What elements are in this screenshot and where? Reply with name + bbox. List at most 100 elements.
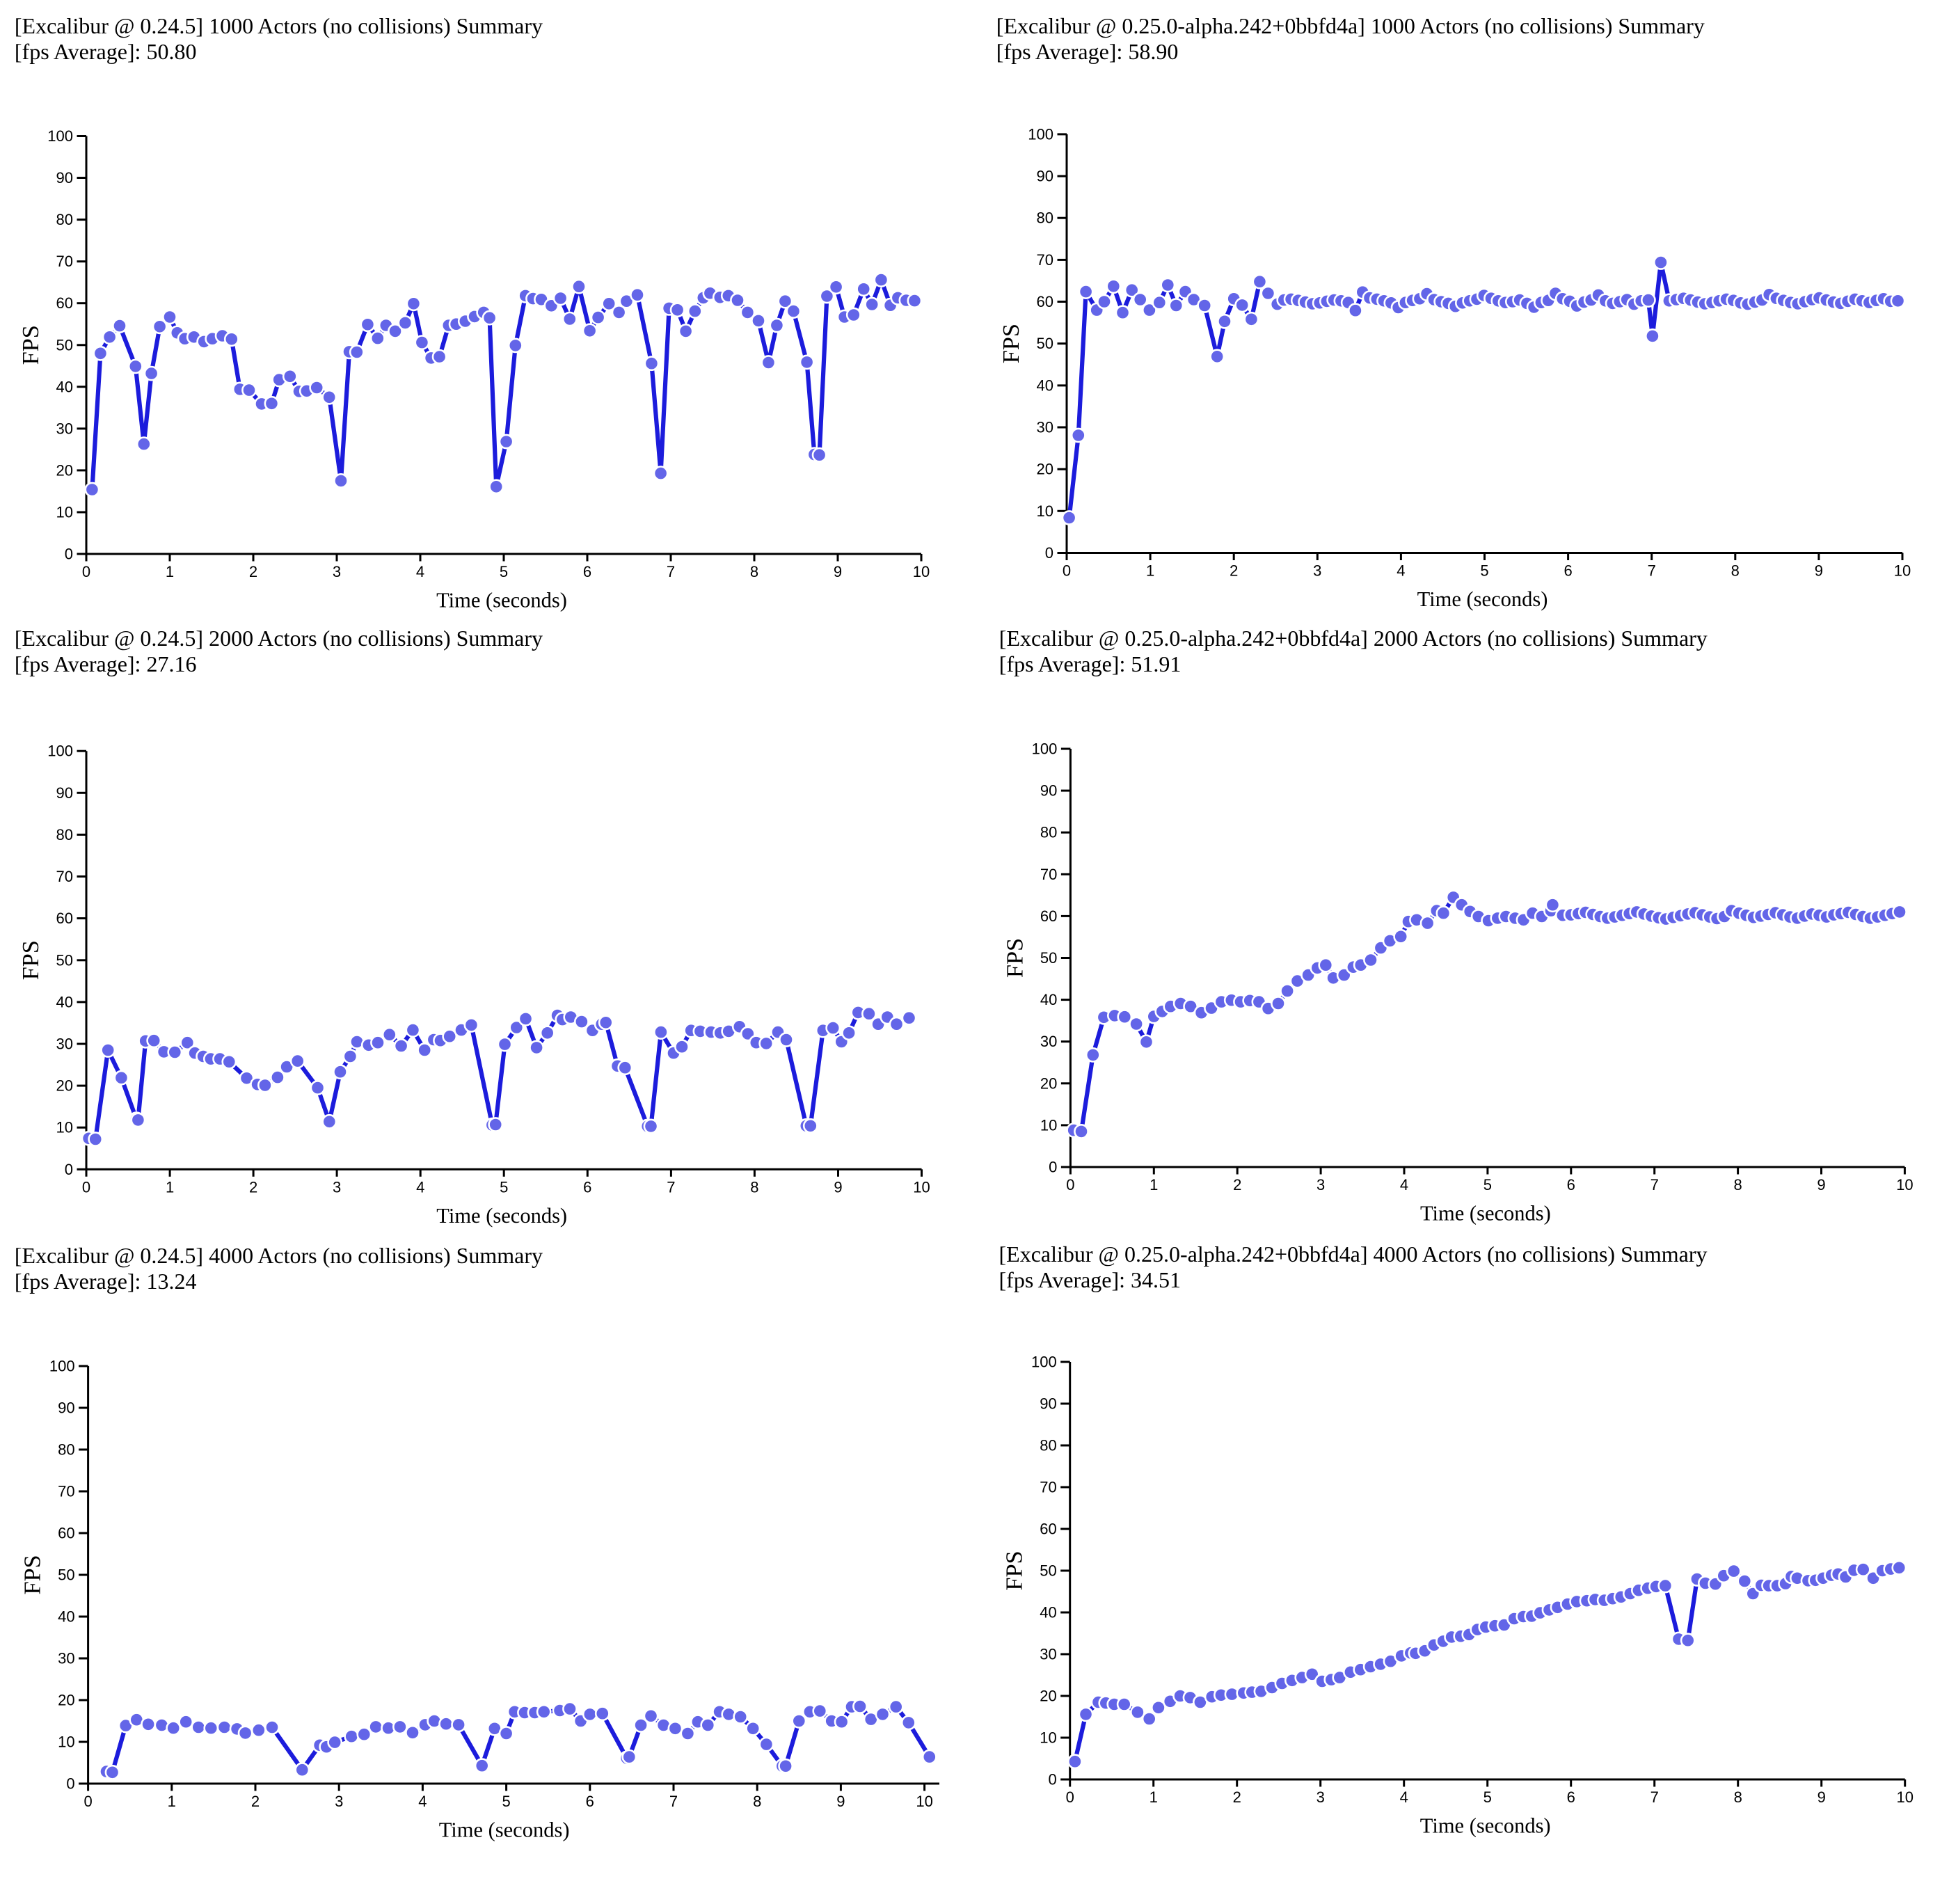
svg-text:80: 80 bbox=[56, 211, 73, 228]
svg-text:FPS: FPS bbox=[1001, 938, 1028, 978]
svg-text:6: 6 bbox=[586, 1793, 594, 1810]
svg-text:50: 50 bbox=[58, 1566, 74, 1584]
svg-text:50: 50 bbox=[56, 951, 73, 969]
svg-text:6: 6 bbox=[1564, 562, 1572, 580]
svg-text:2: 2 bbox=[1233, 1176, 1241, 1193]
svg-text:70: 70 bbox=[1037, 251, 1053, 269]
svg-text:2: 2 bbox=[1230, 562, 1238, 580]
svg-text:50: 50 bbox=[1040, 949, 1057, 967]
svg-text:40: 40 bbox=[56, 378, 73, 395]
svg-text:4: 4 bbox=[416, 563, 424, 580]
svg-text:1: 1 bbox=[1146, 562, 1154, 580]
svg-text:10: 10 bbox=[1894, 562, 1911, 580]
svg-text:Time (seconds): Time (seconds) bbox=[436, 1204, 567, 1228]
svg-text:9: 9 bbox=[1817, 1788, 1826, 1806]
svg-text:100: 100 bbox=[47, 743, 73, 760]
svg-text:10: 10 bbox=[58, 1734, 74, 1751]
svg-text:0: 0 bbox=[82, 563, 90, 580]
svg-text:2: 2 bbox=[249, 563, 257, 580]
svg-text:40: 40 bbox=[58, 1608, 74, 1626]
svg-text:40: 40 bbox=[1040, 1604, 1056, 1621]
svg-text:100: 100 bbox=[1032, 740, 1058, 758]
svg-text:70: 70 bbox=[56, 253, 73, 270]
svg-text:Time (seconds): Time (seconds) bbox=[1420, 1202, 1551, 1225]
svg-text:20: 20 bbox=[56, 1077, 73, 1095]
svg-text:80: 80 bbox=[1040, 824, 1057, 841]
svg-text:4: 4 bbox=[1400, 1176, 1408, 1193]
svg-text:40: 40 bbox=[1040, 991, 1057, 1008]
svg-text:70: 70 bbox=[1040, 866, 1057, 883]
svg-text:1: 1 bbox=[1149, 1788, 1158, 1806]
svg-text:7: 7 bbox=[1650, 1176, 1659, 1193]
svg-text:3: 3 bbox=[1316, 1176, 1325, 1193]
svg-text:10: 10 bbox=[56, 1119, 73, 1136]
svg-text:10: 10 bbox=[913, 1178, 930, 1196]
svg-text:90: 90 bbox=[58, 1399, 74, 1417]
svg-text:5: 5 bbox=[500, 1178, 508, 1196]
svg-text:Time (seconds): Time (seconds) bbox=[439, 1818, 570, 1842]
svg-text:0: 0 bbox=[82, 1178, 90, 1196]
svg-text:90: 90 bbox=[1037, 168, 1053, 185]
svg-text:10: 10 bbox=[1037, 502, 1053, 520]
svg-text:30: 30 bbox=[56, 420, 73, 437]
svg-text:1: 1 bbox=[1149, 1176, 1158, 1193]
svg-text:80: 80 bbox=[56, 826, 73, 843]
svg-text:70: 70 bbox=[56, 868, 73, 885]
svg-text:8: 8 bbox=[1733, 1176, 1742, 1193]
svg-text:8: 8 bbox=[750, 1178, 758, 1196]
svg-text:20: 20 bbox=[1037, 461, 1053, 478]
svg-text:60: 60 bbox=[1037, 293, 1053, 310]
svg-text:9: 9 bbox=[834, 1178, 842, 1196]
svg-text:90: 90 bbox=[1040, 1395, 1056, 1413]
svg-text:60: 60 bbox=[1040, 907, 1057, 925]
svg-text:0: 0 bbox=[65, 546, 73, 563]
svg-text:100: 100 bbox=[47, 127, 73, 145]
svg-text:2: 2 bbox=[249, 1178, 257, 1196]
svg-text:10: 10 bbox=[1040, 1116, 1057, 1134]
svg-text:3: 3 bbox=[335, 1793, 343, 1810]
svg-text:6: 6 bbox=[583, 1178, 591, 1196]
svg-text:6: 6 bbox=[583, 563, 591, 580]
svg-text:4: 4 bbox=[1400, 1788, 1408, 1806]
svg-text:7: 7 bbox=[1650, 1788, 1659, 1806]
svg-text:80: 80 bbox=[1040, 1437, 1056, 1454]
svg-text:4: 4 bbox=[418, 1793, 427, 1810]
svg-text:90: 90 bbox=[1040, 782, 1057, 800]
svg-text:30: 30 bbox=[1040, 1646, 1056, 1663]
svg-text:2: 2 bbox=[251, 1793, 260, 1810]
svg-text:80: 80 bbox=[1037, 209, 1053, 227]
svg-text:5: 5 bbox=[1483, 1176, 1492, 1193]
svg-text:20: 20 bbox=[1040, 1074, 1057, 1092]
svg-text:FPS: FPS bbox=[1001, 1550, 1028, 1590]
svg-text:100: 100 bbox=[49, 1358, 75, 1375]
svg-text:0: 0 bbox=[83, 1793, 92, 1810]
svg-text:30: 30 bbox=[1037, 419, 1053, 436]
svg-text:0: 0 bbox=[1045, 544, 1053, 562]
svg-text:4: 4 bbox=[1397, 562, 1405, 580]
svg-text:50: 50 bbox=[1040, 1562, 1056, 1580]
svg-text:90: 90 bbox=[56, 784, 73, 802]
svg-text:8: 8 bbox=[1734, 1788, 1742, 1806]
svg-text:80: 80 bbox=[58, 1441, 74, 1459]
svg-text:9: 9 bbox=[834, 563, 842, 580]
svg-text:60: 60 bbox=[1040, 1521, 1056, 1538]
svg-text:10: 10 bbox=[56, 504, 73, 521]
svg-text:60: 60 bbox=[56, 294, 73, 312]
svg-text:5: 5 bbox=[1483, 1788, 1492, 1806]
svg-text:Time (seconds): Time (seconds) bbox=[1417, 587, 1548, 611]
svg-text:FPS: FPS bbox=[17, 940, 44, 980]
svg-text:1: 1 bbox=[166, 563, 174, 580]
svg-text:70: 70 bbox=[58, 1483, 74, 1500]
svg-text:9: 9 bbox=[1815, 562, 1823, 580]
svg-text:9: 9 bbox=[836, 1793, 845, 1810]
svg-text:5: 5 bbox=[502, 1793, 510, 1810]
svg-text:3: 3 bbox=[1313, 562, 1321, 580]
svg-text:30: 30 bbox=[58, 1650, 74, 1667]
svg-text:0: 0 bbox=[1066, 1176, 1074, 1193]
svg-text:1: 1 bbox=[168, 1793, 176, 1810]
svg-text:3: 3 bbox=[333, 563, 341, 580]
svg-text:FPS: FPS bbox=[19, 1555, 46, 1594]
svg-text:0: 0 bbox=[66, 1775, 74, 1793]
svg-text:2: 2 bbox=[1233, 1788, 1241, 1806]
svg-text:Time (seconds): Time (seconds) bbox=[436, 589, 567, 612]
